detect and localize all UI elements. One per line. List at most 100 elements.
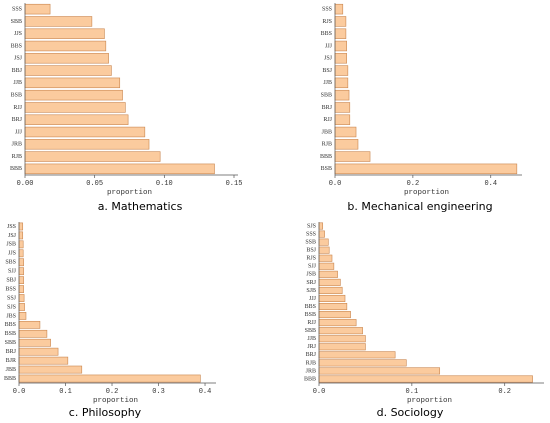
- bar: [318, 375, 533, 383]
- bar: [334, 65, 349, 76]
- bar: [334, 16, 347, 27]
- y-tick-label: SJS: [7, 304, 16, 310]
- y-tick-label: RJS: [322, 19, 332, 25]
- x-tick-label: 0.4: [484, 180, 497, 188]
- bar: [18, 285, 24, 293]
- y-tick-label: BSS: [5, 286, 16, 292]
- x-tick-label: 0.15: [226, 180, 243, 188]
- bar: [318, 262, 335, 270]
- bar: [18, 329, 48, 338]
- y-tick-label: JSJ: [324, 56, 333, 62]
- y-tick-label: SSS: [306, 231, 316, 237]
- y-tick-label: JJJ: [325, 43, 333, 49]
- bar: [318, 246, 330, 254]
- bar: [334, 89, 350, 101]
- bar: [24, 28, 105, 39]
- y-tick-label: SJB: [306, 288, 316, 294]
- y-tick-label: BSB: [11, 93, 22, 99]
- x-tick-label: 0.2: [106, 388, 119, 396]
- x-tick-label: 0.10: [156, 180, 173, 188]
- bar: [18, 365, 83, 374]
- y-tick-label: BBB: [10, 166, 22, 172]
- bar: [334, 77, 349, 89]
- x-tick-label: 0.0: [329, 180, 342, 188]
- bar: [24, 114, 129, 125]
- y-tick-label: RJJ: [323, 117, 332, 123]
- y-tick-label: JSJ: [8, 233, 17, 239]
- y-tick-label: SRJ: [306, 280, 316, 286]
- y-tick-label: BBS: [5, 322, 16, 328]
- bar: [318, 238, 329, 246]
- y-tick-label: JBB: [6, 367, 16, 373]
- x-axis-title: proportion: [404, 189, 449, 197]
- x-tick-label: 0.2: [407, 180, 420, 188]
- y-tick-label: RJS: [306, 256, 316, 262]
- y-tick-label: JJJ: [15, 129, 23, 135]
- y-tick-label: SSS: [12, 7, 22, 13]
- y-tick-label: SBB: [305, 328, 316, 334]
- y-tick-label: RJB: [322, 142, 332, 148]
- bar: [318, 278, 341, 286]
- y-tick-label: BBB: [320, 154, 332, 160]
- bar: [24, 126, 146, 138]
- bar: [318, 254, 333, 262]
- y-tick-label: SBJ: [6, 278, 16, 284]
- bar: [318, 270, 338, 278]
- bar: [18, 240, 24, 249]
- y-tick-label: JSJ: [14, 56, 23, 62]
- y-tick-label: BBJ: [12, 68, 23, 74]
- y-tick-label: JSS: [7, 224, 16, 230]
- bar: [318, 286, 343, 294]
- bar: [334, 151, 371, 162]
- y-tick-label: JJB: [323, 80, 332, 86]
- bar: [318, 359, 407, 367]
- y-tick-label: JJS: [8, 251, 16, 257]
- y-tick-label: BRJ: [322, 105, 333, 111]
- x-axis-title: proportion: [407, 397, 452, 405]
- y-tick-label: BSB: [5, 331, 16, 337]
- bar: [24, 16, 93, 27]
- y-tick-label: BBS: [321, 31, 332, 37]
- bar: [318, 319, 357, 327]
- bar: [318, 335, 366, 343]
- y-tick-label: SBB: [321, 93, 332, 99]
- bar: [318, 367, 441, 375]
- x-tick-label: 0.4: [199, 388, 212, 396]
- y-tick-label: JJB: [13, 80, 22, 86]
- bar: [318, 303, 348, 311]
- bar: [334, 3, 344, 15]
- y-tick-label: JJB: [307, 336, 316, 342]
- y-tick-label: JRB: [12, 142, 22, 148]
- caption: b. Mechanical engineering: [347, 200, 492, 213]
- x-tick-label: 0.2: [498, 388, 511, 396]
- y-tick-label: JSB: [6, 242, 16, 248]
- bar: [318, 222, 324, 230]
- y-tick-label: JJJ: [309, 296, 317, 302]
- y-tick-label: BJR: [6, 358, 16, 364]
- y-tick-label: SBB: [5, 340, 16, 346]
- bar: [24, 163, 215, 175]
- bar: [24, 40, 107, 52]
- x-tick-label: 0.1: [59, 388, 72, 396]
- bar: [18, 267, 24, 276]
- y-tick-label: JBB: [322, 129, 332, 135]
- bar: [334, 102, 351, 113]
- bar: [18, 374, 201, 383]
- y-tick-label: RJJ: [13, 105, 22, 111]
- bar: [18, 258, 24, 267]
- y-tick-label: SJJ: [8, 269, 17, 275]
- y-tick-label: BSJ: [322, 68, 332, 74]
- bar: [18, 338, 51, 347]
- bar: [318, 230, 325, 238]
- y-tick-label: JBS: [6, 313, 16, 319]
- y-tick-label: BBS: [11, 43, 22, 49]
- bar: [24, 102, 126, 113]
- x-tick-label: 0.05: [86, 180, 103, 188]
- y-tick-label: BBB: [304, 376, 316, 382]
- bar: [318, 351, 396, 359]
- y-tick-label: RJB: [12, 154, 22, 160]
- bar: [18, 356, 69, 365]
- bar: [334, 40, 347, 52]
- bar: [24, 65, 112, 76]
